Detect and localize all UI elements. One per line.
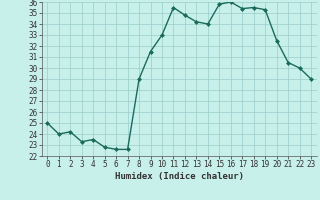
X-axis label: Humidex (Indice chaleur): Humidex (Indice chaleur)	[115, 172, 244, 181]
